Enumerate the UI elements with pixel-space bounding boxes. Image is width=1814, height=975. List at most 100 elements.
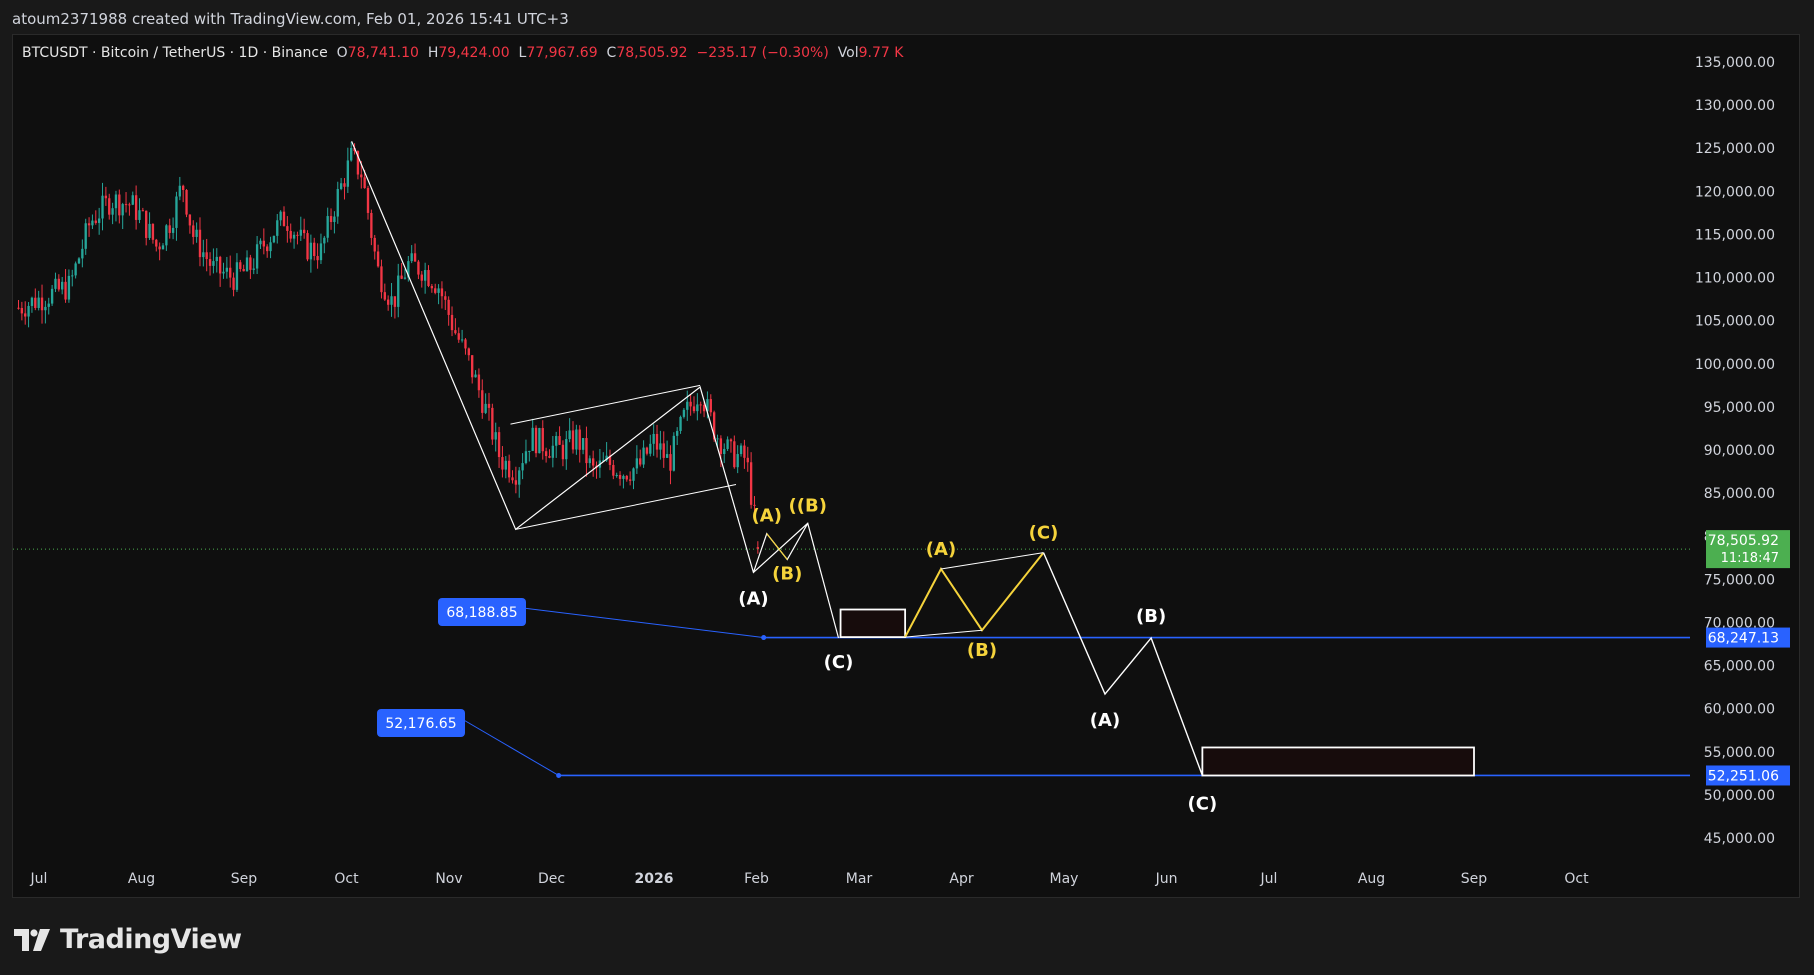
candle-body <box>239 262 242 269</box>
candle-body <box>521 463 524 471</box>
candle-body <box>259 240 262 245</box>
candle-body <box>679 416 682 431</box>
candle-body <box>249 257 252 270</box>
candle-body <box>729 439 733 442</box>
candle-body <box>37 297 40 308</box>
candle-body <box>118 194 121 216</box>
candle-body <box>326 216 329 238</box>
candle-body <box>27 305 30 317</box>
candle-body <box>639 458 642 465</box>
open-label: O <box>336 45 348 61</box>
candle-body <box>444 296 447 300</box>
y-tick-label: 60,000.00 <box>1704 702 1775 718</box>
candle-body <box>229 267 232 278</box>
last-price-value: 78,505.92 <box>1708 533 1779 549</box>
candle-body <box>262 240 266 247</box>
open-value: 78,741.10 <box>347 45 419 61</box>
wave-path-yellow <box>904 551 1045 638</box>
candle-body <box>615 474 618 476</box>
candle-body <box>299 229 302 236</box>
candle-body <box>689 401 692 407</box>
candle-body <box>581 438 585 450</box>
candle-body <box>383 292 386 300</box>
future-label-C: (C) <box>1188 793 1218 814</box>
x-tick-label: May <box>1050 871 1079 887</box>
candle-body <box>578 429 581 450</box>
y-tick-label: 50,000.00 <box>1704 788 1775 804</box>
x-tick-label: Jun <box>1155 871 1178 887</box>
candle-body <box>534 427 538 454</box>
x-tick-label: Sep <box>1461 871 1488 887</box>
candle-body <box>749 462 753 505</box>
candle-body <box>702 405 706 412</box>
candle-body <box>437 288 440 293</box>
candle-body <box>447 299 450 315</box>
yellow-label-A: (A) <box>926 539 956 560</box>
candle-body <box>77 258 81 264</box>
x-tick-label: Jul <box>30 871 48 887</box>
candle-body <box>47 303 50 307</box>
volume-value: 9.77 K <box>858 45 904 61</box>
candle-body <box>531 427 534 451</box>
candle-body <box>175 196 178 228</box>
candle-body <box>235 262 239 290</box>
candle-body <box>397 275 400 307</box>
candle-body <box>501 457 504 470</box>
chart-pane[interactable] <box>12 34 1800 898</box>
candle-body <box>709 399 712 413</box>
candle-body <box>756 547 760 550</box>
candle-body <box>407 261 410 278</box>
candle-body <box>151 223 155 240</box>
candle-body <box>350 147 353 161</box>
candle-body <box>128 204 131 206</box>
candle-body <box>67 275 71 300</box>
candle-body <box>336 189 339 217</box>
candle-body <box>413 253 417 262</box>
tradingview-logo[interactable]: TradingView <box>14 924 242 955</box>
candle-body <box>30 297 34 306</box>
candle-body <box>736 454 739 468</box>
candle-body <box>575 429 578 450</box>
candle-body <box>393 296 397 307</box>
candle-body <box>585 438 588 464</box>
candle-body <box>269 242 272 252</box>
candle-body <box>141 210 145 212</box>
candle-body <box>719 438 723 454</box>
candle-body <box>692 406 696 412</box>
candle-body <box>605 455 608 461</box>
candle-body <box>17 307 20 309</box>
x-tick-label: Mar <box>846 871 873 887</box>
ohlc-legend: BTCUSDT · Bitcoin / TetherUS · 1D · Bina… <box>22 45 903 61</box>
candle-body <box>168 225 171 233</box>
candle-body <box>427 270 430 287</box>
candle-body <box>649 443 652 454</box>
candle-body <box>108 198 111 215</box>
candle-body <box>538 428 541 454</box>
candle-body <box>712 412 716 440</box>
candle-body <box>208 259 212 266</box>
candle-body <box>316 256 319 261</box>
candle-body <box>94 220 97 223</box>
candle-body <box>652 433 655 444</box>
candle-body <box>266 246 269 252</box>
candle-body <box>282 211 286 227</box>
candle-body <box>296 234 299 236</box>
candle-body <box>302 229 306 234</box>
candle-body <box>306 233 309 260</box>
candle-body <box>333 216 336 223</box>
candle-body <box>101 195 104 219</box>
candle-body <box>682 409 686 417</box>
candle-body <box>81 248 84 259</box>
candle-body <box>696 404 699 412</box>
level-axis-badge <box>1706 765 1790 786</box>
symbol-info[interactable]: BTCUSDT · Bitcoin / TetherUS · 1D · Bina… <box>22 45 328 61</box>
wave-path-main <box>351 141 840 639</box>
candle-body <box>124 204 128 206</box>
candle-body <box>571 430 575 450</box>
candle-body <box>222 271 225 274</box>
callout-connector <box>522 607 764 639</box>
candle-body <box>215 256 218 262</box>
candle-body <box>24 313 27 317</box>
change-value: −235.17 (−0.30%) <box>696 45 829 61</box>
